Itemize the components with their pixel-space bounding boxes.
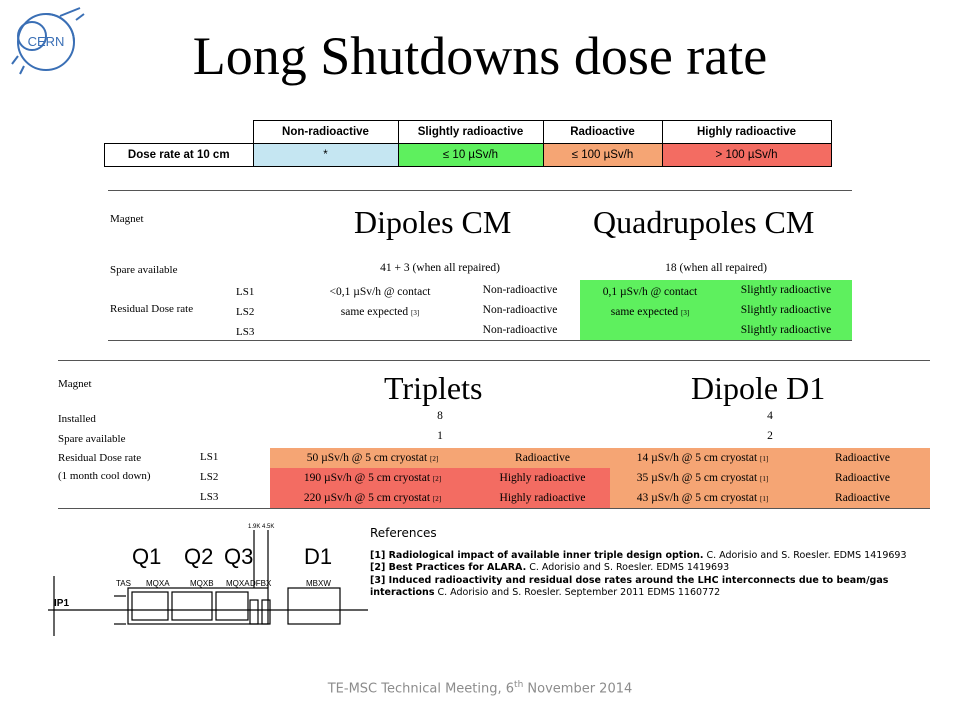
table2-triplets-ls23-bg [270,468,610,508]
legend-value-slight: ≤ 10 µSv/h [397,143,544,167]
table1-quadrupoles-status-ls1: Slightly radioactive [740,284,832,296]
table2-bottom-rule [58,508,930,509]
references-heading: References [370,526,437,540]
legend-value-rad: ≤ 100 µSv/h [542,143,663,167]
table2-d1-dose-ls3: 43 µSv/h @ 5 cm cryostat [1] [636,492,769,504]
table1-ls3: LS3 [236,326,255,338]
table1-dipoles-spare: 41 + 3 (when all repaired) [380,262,500,274]
svg-text:MQXA: MQXA [146,579,170,588]
page-title: Long Shutdowns dose rate [192,26,768,86]
legend-header-high: Highly radioactive [661,120,832,144]
svg-text:Q3: Q3 [224,544,253,569]
svg-text:MBXW: MBXW [306,579,331,588]
table1-dipoles-status-ls2: Non-radioactive [482,304,558,316]
table2-magnet-label: Magnet [58,378,92,390]
table1-dipoles-title: Dipoles CM [354,204,512,240]
table2-triplets-dose-ls2: 190 µSv/h @ 5 cm cryostat [2] [303,472,442,484]
table1-quadrupoles-status-ls2: Slightly radioactive [740,304,832,316]
table2-triplets-status-ls3: Highly radioactive [499,492,586,504]
table2-triplets-title: Triplets [384,370,483,406]
table2-row-ls1-bg [270,448,930,468]
table2-d1-status-ls2: Radioactive [835,472,890,484]
table2-residual-label: Residual Dose rate [58,452,142,464]
table2-triplets-status-ls1: Radioactive [515,452,570,464]
table2-triplets-dose-ls1: 50 µSv/h @ 5 cm cryostat [2] [306,452,439,464]
legend-value-non: * [252,143,399,167]
table2-d1-installed: 4 [767,410,773,422]
table2-d1-dose-ls2: 35 µSv/h @ 5 cm cryostat [1] [636,472,769,484]
table2-triplets-installed: 8 [437,410,443,422]
table2-d1-dose-ls1: 14 µSv/h @ 5 cm cryostat [1] [636,452,769,464]
table1-ls1: LS1 [236,286,255,298]
table2-triplets-spare: 1 [437,430,443,442]
svg-text:IP1: IP1 [54,598,69,609]
legend-row-label: Dose rate at 10 cm [104,143,254,167]
table1-dipoles-dose-line2: same expected [3] [340,306,420,318]
table1-top-rule [108,190,852,191]
table1-dipoles-status-ls1: Non-radioactive [482,284,558,296]
cern-logo: CERN [10,6,86,76]
table1-ls2: LS2 [236,306,255,318]
table1-quadrupoles-dose-line2: same expected [3] [610,306,690,318]
table1-bottom-rule [108,340,852,341]
legend-header-rad: Radioactive [542,120,663,144]
table1-dipoles-dose-line1: <0,1 µSv/h @ contact [329,286,431,298]
svg-text:Q1: Q1 [132,544,161,569]
legend-header-slight: Slightly radioactive [397,120,544,144]
svg-text:DFBX: DFBX [250,579,272,588]
table1-dipoles-status-ls3: Non-radioactive [482,324,558,336]
svg-text:CERN: CERN [28,34,65,49]
table2-d1-status-ls3: Radioactive [835,492,890,504]
table2-triplets-dose-ls3: 220 µSv/h @ 5 cm cryostat [2] [303,492,442,504]
table1-quadrupoles-dose-line1: 0,1 µSv/h @ contact [602,286,698,298]
table2-ls2: LS2 [200,471,219,483]
table1-quadrupoles-title: Quadrupoles CM [593,204,815,240]
magnet-layout-diagram: Q1 Q2 Q3 D1 TAS MQXA MQXB MQXA DFBX MBXW… [48,516,368,636]
table1-residual-label: Residual Dose rate [110,303,194,315]
references-section: References [1] Radiological impact of av… [370,527,950,600]
legend-value-high: > 100 µSv/h [661,143,832,167]
table1-magnet-label: Magnet [110,213,144,225]
svg-text:1.9K: 1.9K [248,524,260,530]
table2-triplets-status-ls2: Highly radioactive [499,472,586,484]
svg-text:MQXB: MQXB [190,579,214,588]
legend-header-non: Non-radioactive [252,120,399,144]
table2-d1-status-ls1: Radioactive [835,452,890,464]
table2-residual-label-cooldown: (1 month cool down) [58,470,151,482]
table2-installed-label: Installed [58,413,96,425]
table2-d1-ls23-bg [610,468,930,508]
svg-text:D1: D1 [304,544,332,569]
svg-text:4.5K: 4.5K [262,524,274,530]
svg-text:MQXA: MQXA [226,579,250,588]
table1-quadrupoles-green-block [580,280,852,340]
table2-top-rule [58,360,930,361]
reference-item-3: [3] Induced radioactivity and residual d… [370,574,889,599]
table1-spare-label: Spare available [110,264,178,276]
table2-d1-spare: 2 [767,430,773,442]
svg-text:TAS: TAS [116,579,131,588]
reference-item-2: [2] Best Practices for ALARA. C. Adorisi… [370,562,730,573]
footer: TE-MSC Technical Meeting, 6th November 2… [327,680,633,697]
table2-ls3: LS3 [200,491,219,503]
dose-legend-table: Non-radioactive Slightly radioactive Rad… [104,120,832,167]
table1-quadrupoles-spare: 18 (when all repaired) [665,262,767,274]
reference-item-1: [1] Radiological impact of available inn… [370,549,907,561]
svg-text:Q2: Q2 [184,544,213,569]
table2-ls1: LS1 [200,451,219,463]
table2-dipole-d1-title: Dipole D1 [691,370,826,406]
table1-quadrupoles-status-ls3: Slightly radioactive [740,324,832,336]
table2-spare-label: Spare available [58,433,126,445]
